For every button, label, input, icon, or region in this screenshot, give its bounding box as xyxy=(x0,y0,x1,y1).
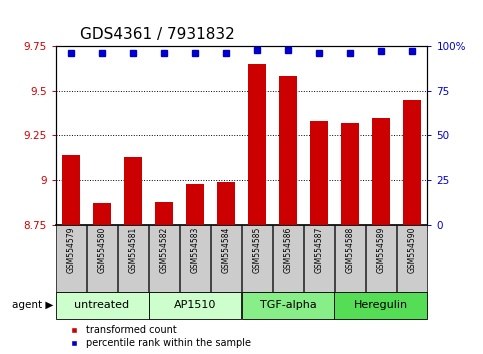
Text: GSM554585: GSM554585 xyxy=(253,227,261,273)
Text: GSM554589: GSM554589 xyxy=(376,227,385,273)
Bar xyxy=(56,225,86,292)
Text: GSM554579: GSM554579 xyxy=(67,227,75,273)
Bar xyxy=(366,225,396,292)
Bar xyxy=(242,225,272,292)
Text: GSM554583: GSM554583 xyxy=(190,227,199,273)
Text: agent ▶: agent ▶ xyxy=(12,300,53,310)
Text: GSM554587: GSM554587 xyxy=(314,227,324,273)
Bar xyxy=(248,64,266,225)
Text: GSM554581: GSM554581 xyxy=(128,227,138,273)
Bar xyxy=(242,292,334,319)
Text: GSM554580: GSM554580 xyxy=(98,227,107,273)
Bar xyxy=(93,203,112,225)
Bar xyxy=(304,225,334,292)
Bar xyxy=(397,225,427,292)
Text: GSM554584: GSM554584 xyxy=(222,227,230,273)
Bar xyxy=(217,182,235,225)
Bar xyxy=(62,155,80,225)
Bar xyxy=(149,225,179,292)
Text: GDS4361 / 7931832: GDS4361 / 7931832 xyxy=(80,28,234,42)
Text: untreated: untreated xyxy=(74,300,129,310)
Bar xyxy=(211,225,241,292)
Bar xyxy=(273,225,303,292)
Text: GSM554582: GSM554582 xyxy=(159,227,169,273)
Bar xyxy=(279,76,297,225)
Legend: transformed count, percentile rank within the sample: transformed count, percentile rank withi… xyxy=(70,325,251,348)
Bar xyxy=(180,225,210,292)
Text: AP1510: AP1510 xyxy=(174,300,216,310)
Bar xyxy=(310,121,328,225)
Bar xyxy=(335,225,365,292)
Text: TGF-alpha: TGF-alpha xyxy=(260,300,316,310)
Bar xyxy=(334,292,427,319)
Bar xyxy=(56,292,149,319)
Bar xyxy=(155,201,173,225)
Text: GSM554586: GSM554586 xyxy=(284,227,293,273)
Bar xyxy=(341,123,359,225)
Bar xyxy=(118,225,148,292)
Bar xyxy=(149,292,242,319)
Bar xyxy=(403,100,421,225)
Bar xyxy=(186,184,204,225)
Text: Heregulin: Heregulin xyxy=(354,300,408,310)
Bar xyxy=(87,225,117,292)
Bar xyxy=(372,118,390,225)
Bar xyxy=(124,157,142,225)
Text: GSM554590: GSM554590 xyxy=(408,227,416,273)
Text: GSM554588: GSM554588 xyxy=(345,227,355,273)
